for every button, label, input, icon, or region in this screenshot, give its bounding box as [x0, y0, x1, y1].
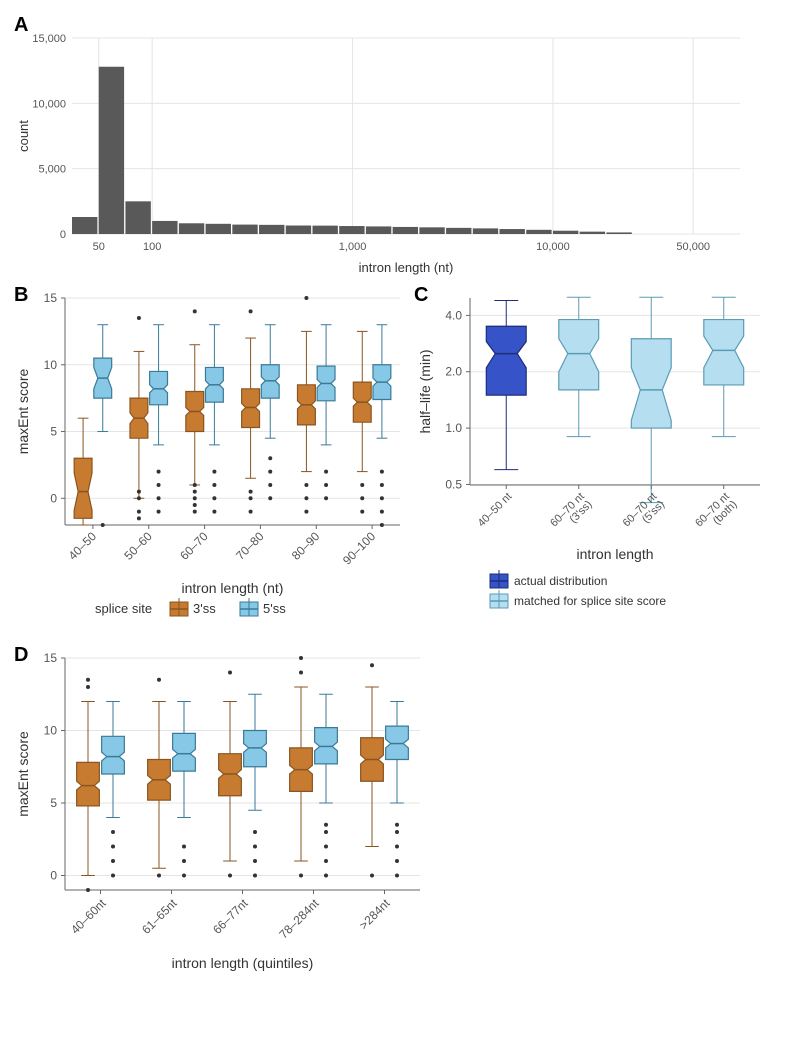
svg-text:15,000: 15,000 [32, 33, 66, 45]
panel-d: D 0 5 10 15 40–60nt 61–65nt 66–77nt 78–284nt >28… [10, 640, 430, 1000]
svg-text:40–50: 40–50 [66, 529, 100, 563]
svg-text:50–60: 50–60 [121, 529, 155, 563]
svg-text:0: 0 [50, 491, 57, 505]
figure: A 05,00010,00015,000501001,00010,00050,0… [10, 10, 776, 1000]
panel-b-chart: 0 5 10 15 40–50 50–60 60–70 70–80 80–90 90–100 int… [10, 280, 410, 640]
svg-text:4.0: 4.0 [445, 308, 462, 322]
panel-b: B 0 5 10 15 40–50 50–60 60–70 70–80 80–90 90–100 i… [10, 280, 410, 640]
svg-text:60–70 nt(3'ss): 60–70 nt(3'ss) [548, 491, 595, 538]
svg-text:splice site: splice site [95, 601, 152, 616]
panel-a-chart: 0 5,000 10,000 15,000 50 100 1,000 10,000 50,000… [10, 10, 770, 280]
svg-text:15: 15 [44, 651, 58, 665]
svg-text:5: 5 [50, 425, 57, 439]
panel-b-label: B [14, 284, 28, 307]
svg-text:0: 0 [60, 229, 66, 241]
panel-a: A 0 5,000 10,000 15,000 50 100 1,000 10,000 50,0… [10, 10, 776, 280]
svg-text:actual distribution: actual distribution [514, 574, 607, 588]
svg-text:100: 100 [143, 241, 161, 253]
panel-c: C 0.5 1.0 2.0 4.0 40–50 nt 60–70 nt(3'ss) 60–7… [410, 280, 770, 640]
svg-text:60–70 nt(5'ss): 60–70 nt(5'ss) [621, 491, 668, 538]
svg-text:78–284nt: 78–284nt [276, 896, 322, 942]
svg-text:60–70 nt(both): 60–70 nt(both) [693, 491, 740, 538]
svg-text:maxEnt score: maxEnt score [15, 368, 31, 454]
panel-c-label: C [414, 284, 428, 307]
panel-c-chart: 0.5 1.0 2.0 4.0 40–50 nt 60–70 nt(3'ss) 60–70 … [410, 280, 770, 640]
svg-text:50,000: 50,000 [676, 241, 710, 253]
svg-text:>284nt: >284nt [357, 896, 394, 933]
svg-text:2.0: 2.0 [445, 365, 462, 379]
svg-text:intron length (nt): intron length (nt) [359, 260, 454, 275]
svg-text:count: count [16, 120, 31, 152]
svg-text:maxEnt score: maxEnt score [15, 731, 31, 817]
svg-text:10: 10 [44, 724, 58, 738]
row-bc: B 0 5 10 15 40–50 50–60 60–70 70–80 80–90 90–100 i… [10, 280, 776, 640]
svg-text:60–70: 60–70 [177, 529, 211, 563]
svg-text:70–80: 70–80 [233, 529, 267, 563]
svg-text:1.0: 1.0 [445, 421, 462, 435]
svg-text:66–77nt: 66–77nt [210, 896, 251, 937]
svg-text:40–60nt: 40–60nt [68, 896, 109, 937]
svg-text:10,000: 10,000 [32, 98, 66, 110]
svg-text:90–100: 90–100 [340, 529, 378, 567]
svg-text:5,000: 5,000 [38, 164, 66, 176]
panel-d-chart: 0 5 10 15 40–60nt 61–65nt 66–77nt 78–284nt >284n… [10, 640, 430, 1000]
svg-text:intron length (nt): intron length (nt) [182, 580, 284, 596]
svg-text:61–65nt: 61–65nt [139, 896, 180, 937]
svg-text:50: 50 [93, 241, 105, 253]
svg-text:40–50 nt: 40–50 nt [476, 491, 515, 530]
svg-text:3'ss: 3'ss [193, 601, 216, 616]
svg-text:5'ss: 5'ss [263, 601, 286, 616]
svg-text:matched for splice site score: matched for splice site score [514, 594, 666, 608]
panel-d-label: D [14, 644, 28, 667]
svg-text:0.5: 0.5 [445, 477, 462, 491]
svg-text:intron length (quintiles): intron length (quintiles) [172, 955, 314, 971]
svg-text:10: 10 [44, 358, 58, 372]
svg-text:0: 0 [50, 869, 57, 883]
svg-text:10,000: 10,000 [536, 241, 570, 253]
svg-text:15: 15 [44, 291, 58, 305]
svg-text:1,000: 1,000 [339, 241, 367, 253]
svg-text:5: 5 [50, 796, 57, 810]
svg-text:80–90: 80–90 [289, 529, 323, 563]
svg-text:half–life (min): half–life (min) [417, 349, 433, 433]
panel-a-label: A [14, 14, 28, 37]
svg-text:intron length: intron length [576, 546, 653, 562]
